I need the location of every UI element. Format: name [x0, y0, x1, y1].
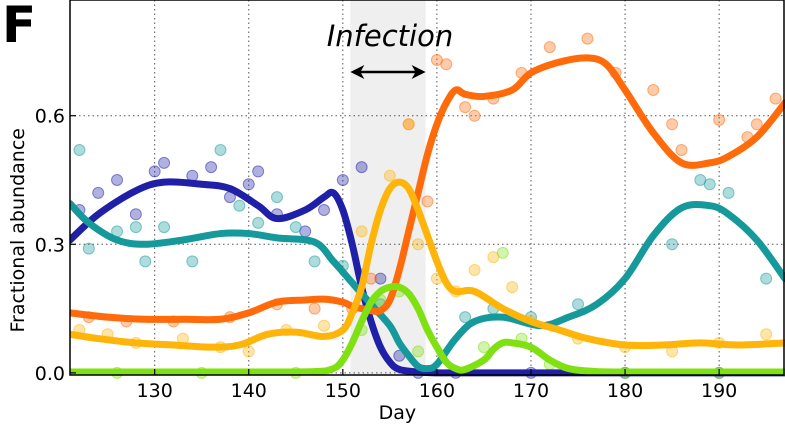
scatter-point	[252, 165, 265, 178]
scatter-point	[440, 58, 453, 71]
scatter-point	[581, 32, 594, 45]
x-tick-label: 130	[137, 380, 173, 402]
scatter-point	[139, 255, 152, 268]
scatter-point	[252, 216, 265, 229]
scatter-point	[477, 341, 490, 354]
scatter-point	[158, 221, 171, 234]
scatter-point	[336, 174, 349, 186]
scatter-point	[459, 101, 472, 114]
scatter-point	[703, 178, 716, 191]
scatter-point	[459, 311, 472, 324]
scatter-point	[318, 204, 331, 216]
scatter-point	[355, 225, 368, 238]
x-tick-label: 190	[701, 380, 737, 402]
scatter-point	[666, 118, 679, 131]
scatter-point	[647, 84, 660, 96]
scatter-point	[769, 92, 782, 105]
scatter-point	[308, 255, 321, 268]
x-axis-title: Day	[379, 402, 417, 424]
scatter-point	[421, 195, 434, 208]
scatter-point	[572, 298, 585, 311]
scatter-point	[506, 281, 519, 294]
scatter-point	[214, 144, 227, 156]
plot-frame	[69, 0, 785, 376]
scatter-point	[242, 178, 255, 191]
scatter-point	[233, 199, 246, 212]
series-line-3	[70, 54, 785, 324]
scatter-point	[92, 186, 105, 199]
x-axis-ticks: 130 140 150 160 170 180 190	[137, 369, 737, 402]
scatter-point	[374, 272, 387, 285]
scatter-point	[722, 186, 735, 199]
scatter-point	[760, 328, 773, 341]
scatter-point	[205, 161, 218, 174]
y-axis-ticks: 0.0 0.3 0.6	[35, 106, 76, 385]
scatter-point	[148, 165, 161, 178]
scatter-point	[713, 114, 726, 126]
scatter-point	[496, 246, 509, 259]
scatter-point	[82, 242, 95, 255]
x-tick-label: 140	[231, 380, 267, 402]
y-tick-label: 0.6	[35, 106, 65, 128]
scatter-point	[666, 238, 679, 251]
scatter-point	[412, 345, 425, 358]
scatter-point	[760, 272, 773, 285]
series-line-5	[70, 282, 785, 376]
x-tick-label: 160	[419, 380, 455, 402]
scatter-point	[129, 208, 142, 221]
series-line-4	[70, 178, 785, 351]
scatter-point	[750, 118, 763, 131]
series-line-2	[70, 200, 785, 373]
x-tick-label: 150	[325, 380, 361, 402]
scatter-point	[242, 345, 255, 358]
infection-arrow	[350, 65, 426, 79]
scatter-point	[355, 161, 368, 174]
scatter-point	[468, 109, 481, 122]
panel-label: F	[2, 0, 36, 54]
x-tick-label: 170	[513, 380, 549, 402]
scatter-point	[186, 255, 199, 268]
infection-label: Infection	[327, 19, 453, 53]
scatter-point	[468, 264, 481, 276]
scatter-point	[543, 41, 556, 54]
scatter-point	[675, 144, 688, 156]
y-axis-title: Fractional abundance	[7, 128, 29, 332]
scatter-point	[308, 302, 321, 315]
scatter-point	[318, 319, 331, 332]
scatter-point	[129, 221, 142, 234]
scatter-point	[111, 174, 124, 186]
scatter-point	[383, 169, 396, 182]
x-tick-label: 180	[607, 380, 643, 402]
scatter-point	[158, 156, 171, 169]
scatter-point	[412, 238, 425, 251]
scatter-point	[270, 191, 283, 204]
scatter-point	[289, 221, 302, 234]
scatter-point	[73, 144, 86, 156]
y-tick-label: 0.3	[35, 234, 65, 256]
y-tick-label: 0.0	[35, 363, 65, 385]
scatter-point	[402, 118, 415, 131]
